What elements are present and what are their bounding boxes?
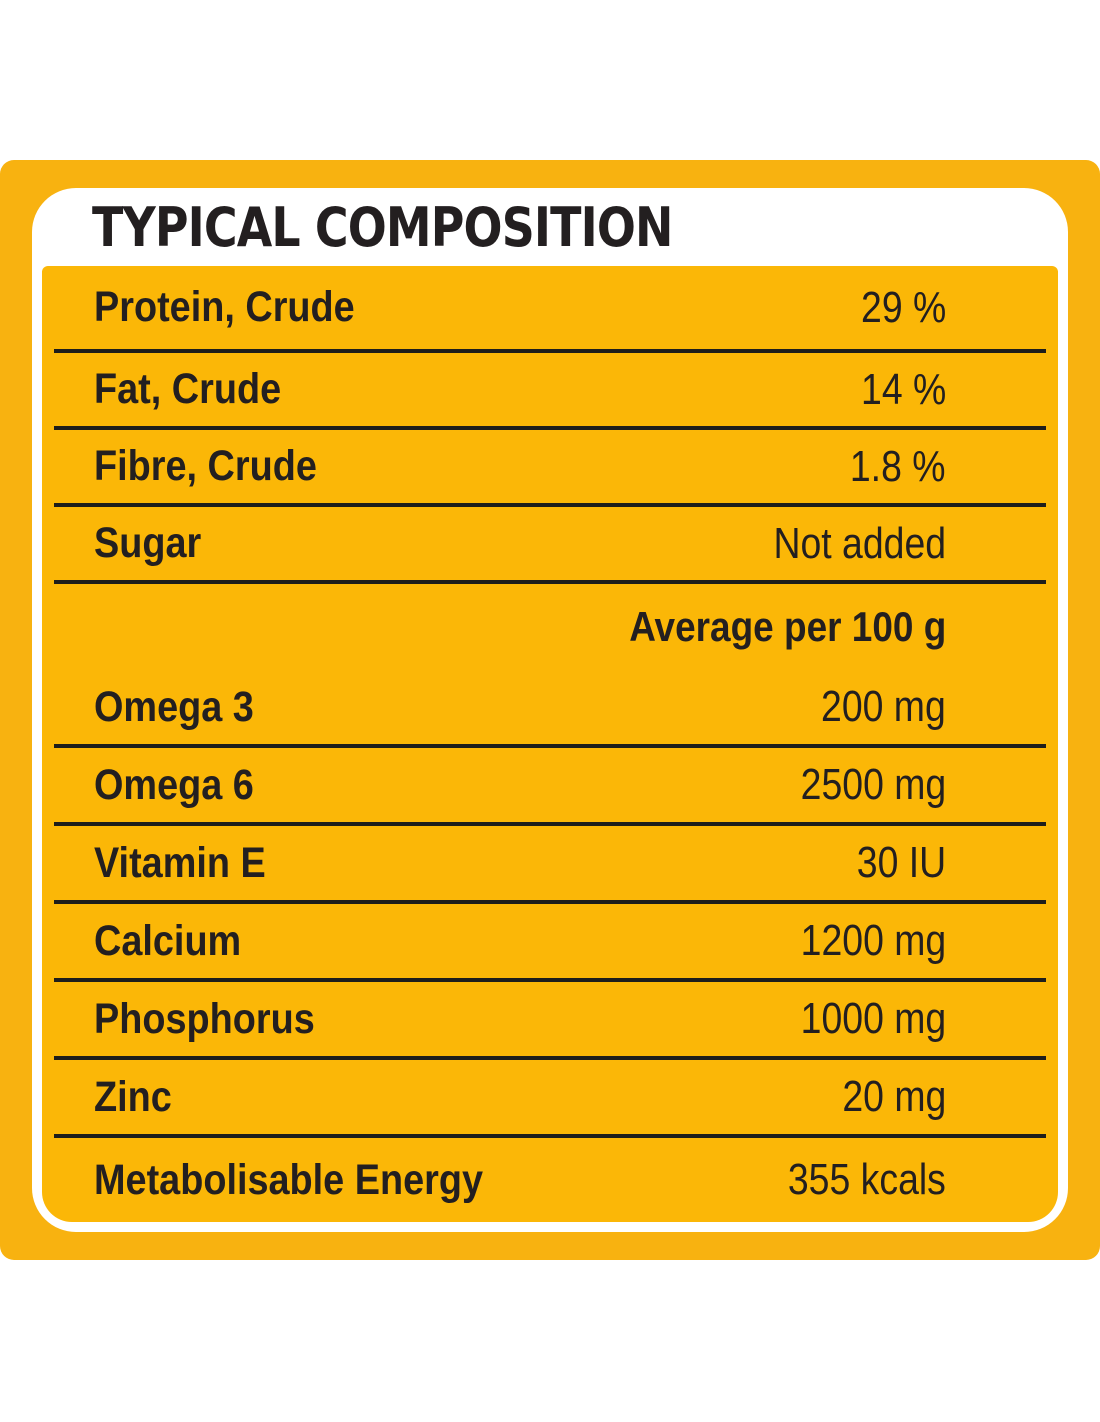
row-label: Phosphorus <box>94 994 315 1043</box>
row-label: Fibre, Crude <box>94 442 317 490</box>
table-row-metabolisable-energy: Metabolisable Energy 355 kcals <box>54 1138 1046 1222</box>
row-label: Sugar <box>94 519 202 567</box>
row-value: 2500 mg <box>800 760 946 809</box>
table-row-fibre: Fibre, Crude 1.8 % <box>54 430 1046 507</box>
table-row-vitamin-e: Vitamin E 30 IU <box>54 826 1046 904</box>
row-label: Metabolisable Energy <box>94 1155 484 1204</box>
page-title: TYPICAL COMPOSITION <box>92 195 673 259</box>
table-row-zinc: Zinc 20 mg <box>54 1060 1046 1138</box>
row-value: 30 IU <box>856 838 946 887</box>
row-value: Not added <box>773 518 946 568</box>
row-value: 1200 mg <box>800 916 946 965</box>
table-row-omega6: Omega 6 2500 mg <box>54 748 1046 826</box>
row-label: Omega 6 <box>94 760 254 809</box>
row-value: 200 mg <box>821 682 946 731</box>
average-per-100g-header: Average per 100 g <box>628 603 946 650</box>
row-label: Fat, Crude <box>94 365 282 413</box>
table-row-sugar: Sugar Not added <box>54 507 1046 584</box>
table-row-fat: Fat, Crude 14 % <box>54 353 1046 430</box>
row-label: Calcium <box>94 916 242 965</box>
composition-table: Protein, Crude 29 % Fat, Crude 14 % Fibr… <box>42 266 1058 1222</box>
row-value: 355 kcals <box>787 1155 946 1204</box>
table-row-phosphorus: Phosphorus 1000 mg <box>54 982 1046 1060</box>
row-value: 14 % <box>860 364 946 414</box>
table-section-header: Average per 100 g <box>54 584 1046 670</box>
table-row-protein: Protein, Crude 29 % <box>54 266 1046 353</box>
card-header: TYPICAL COMPOSITION <box>32 188 1068 266</box>
row-label: Zinc <box>94 1072 172 1121</box>
row-value: 1000 mg <box>800 994 946 1043</box>
row-label: Omega 3 <box>94 682 254 731</box>
table-row-omega3: Omega 3 200 mg <box>54 670 1046 748</box>
table-row-calcium: Calcium 1200 mg <box>54 904 1046 982</box>
row-label: Protein, Crude <box>94 283 355 331</box>
row-value: 20 mg <box>842 1072 946 1121</box>
row-label: Vitamin E <box>94 838 266 887</box>
row-value: 1.8 % <box>850 441 946 491</box>
row-value: 29 % <box>860 282 946 332</box>
composition-card: TYPICAL COMPOSITION Protein, Crude 29 % … <box>32 188 1068 1232</box>
